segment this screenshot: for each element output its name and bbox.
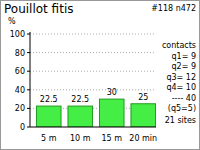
grid-line [30,34,156,35]
data-label: 22.5 [40,95,58,104]
annotation: ---- 40 [172,94,196,103]
category-label: 20 min [129,134,157,143]
annotation: q4= 10 [166,83,196,92]
tick-label: 40 [15,86,25,95]
category-label: 15 m [101,134,122,143]
chart: Pouillot fitis #118 n472% 0 20 40 60 80 100 22.5… [0,0,200,150]
annotation: q3= 12 [166,73,196,82]
tick-label: 80 [15,49,25,58]
y-label: % [8,17,16,26]
annotation: contacts [162,41,196,50]
x-axis [30,127,156,128]
annotation: (q5=5) [168,104,196,113]
subtitle: #118 n472 [151,4,196,13]
tick-label: 100 [10,30,25,39]
annotation: 21 sites [165,116,196,125]
tick-label: 0 [20,123,25,132]
annotation: q1= 9 [171,52,196,61]
data-label: 22.5 [71,95,89,104]
grid-line [30,71,156,72]
y-axis [30,32,31,127]
title: Pouillot fitis [4,2,73,16]
grid-line [30,52,156,53]
data-label: 25 [138,93,148,102]
bar [99,99,124,127]
tick-label: 20 [15,104,25,113]
tick-label: 60 [15,67,25,76]
bar [36,106,61,127]
category-label: 5 m [41,134,57,143]
frame [1,1,200,150]
bar [68,106,93,127]
category-label: 10 m [70,134,91,143]
annotation: q2= 9 [171,62,196,71]
bar [131,104,156,127]
grid-line [30,89,156,90]
data-label: 30 [107,88,117,97]
